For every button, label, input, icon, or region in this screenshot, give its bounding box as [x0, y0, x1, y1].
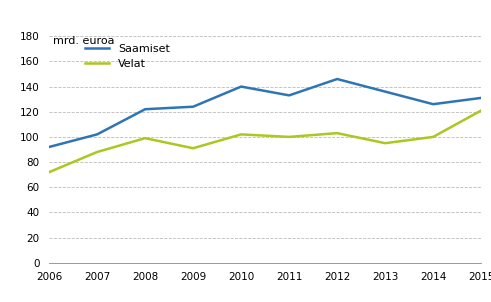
Velat	[142, 137, 148, 140]
Saamiset	[190, 105, 196, 108]
Velat	[46, 170, 52, 174]
Legend: Saamiset, Velat: Saamiset, Velat	[85, 44, 170, 69]
Velat	[430, 135, 436, 139]
Saamiset	[238, 85, 244, 88]
Saamiset	[430, 102, 436, 106]
Saamiset	[286, 94, 292, 97]
Saamiset	[334, 77, 340, 81]
Saamiset	[46, 145, 52, 149]
Velat	[286, 135, 292, 139]
Line: Saamiset: Saamiset	[49, 79, 481, 147]
Velat	[238, 133, 244, 136]
Line: Velat: Velat	[49, 111, 481, 172]
Velat	[94, 150, 100, 154]
Velat	[190, 146, 196, 150]
Velat	[334, 131, 340, 135]
Saamiset	[142, 108, 148, 111]
Saamiset	[94, 133, 100, 136]
Saamiset	[382, 90, 388, 93]
Text: mrd. euroa: mrd. euroa	[54, 36, 115, 46]
Velat	[382, 141, 388, 145]
Saamiset	[478, 96, 484, 100]
Velat	[478, 109, 484, 112]
